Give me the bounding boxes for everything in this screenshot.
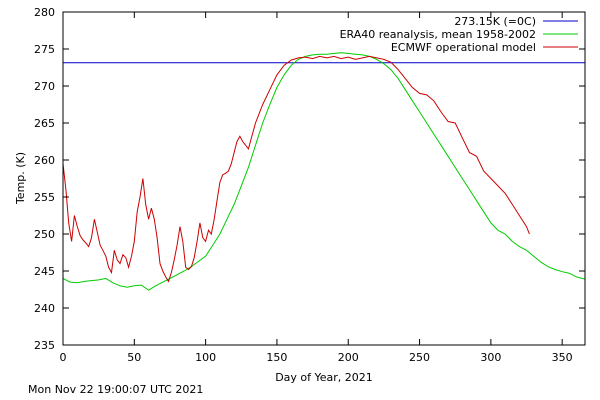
y-tick-label: 260 [34,154,55,167]
y-tick-label: 265 [34,117,55,130]
y-tick-label: 270 [34,80,55,93]
x-tick-label: 200 [338,351,359,364]
x-tick-label: 300 [480,351,501,364]
y-tick-label: 240 [34,302,55,315]
legend-ecmwf-label: ECMWF operational model [391,41,536,54]
x-tick-label: 50 [127,351,141,364]
y-tick-label: 250 [34,228,55,241]
y-tick-label: 235 [34,339,55,352]
y-axis-label: Temp. (K) [14,152,27,205]
y-tick-label: 245 [34,265,55,278]
x-tick-label: 250 [409,351,430,364]
legend: 273.15K (=0C)ERA40 reanalysis, mean 1958… [340,15,578,54]
legend-era40-label: ERA40 reanalysis, mean 1958-2002 [340,28,536,41]
x-axis-label: Day of Year, 2021 [275,371,373,384]
legend-freezing-label: 273.15K (=0C) [454,15,536,28]
axes: 0 50 100 150 200 250 300 350 235 240 245 250 255 260 2… [34,6,585,364]
x-tick-label: 350 [552,351,573,364]
plot-frame [62,11,586,346]
y-tick-label: 255 [34,191,55,204]
plot-area [62,52,586,291]
ecmwf-series-line [62,55,530,283]
y-tick-label: 280 [34,6,55,19]
x-tick-label: 100 [195,351,216,364]
era40-series-line [62,52,586,291]
x-tick-label: 150 [266,351,287,364]
y-tick-label: 275 [34,43,55,56]
footer-timestamp: Mon Nov 22 19:00:07 UTC 2021 [28,383,204,396]
x-tick-label: 0 [60,351,67,364]
